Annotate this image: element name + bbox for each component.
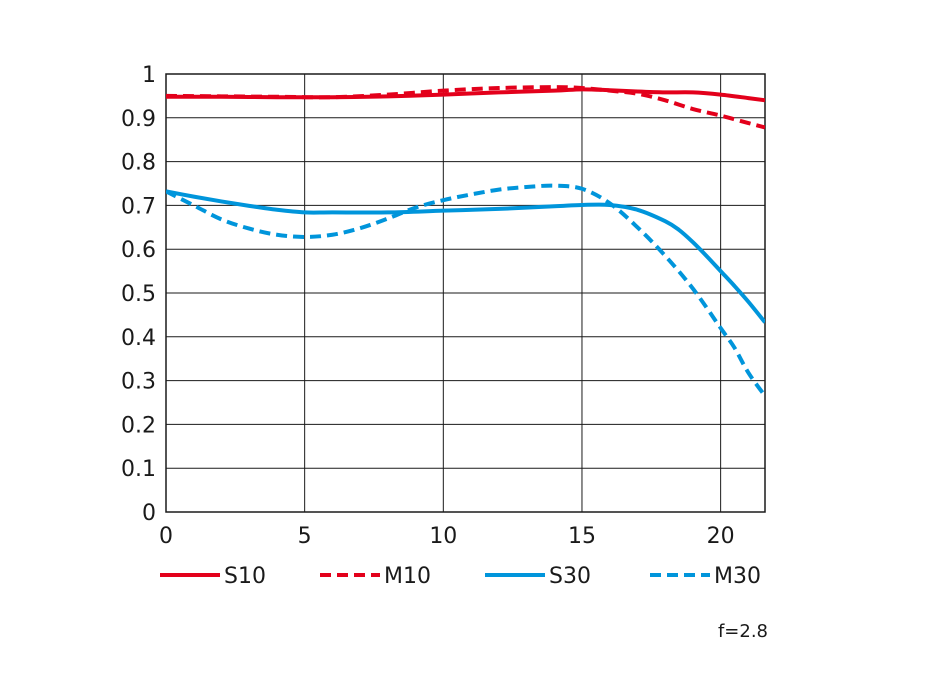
y-tick-label: 0.5 xyxy=(121,282,156,307)
series-line-s30 xyxy=(166,189,765,324)
x-tick-label: 20 xyxy=(707,524,735,549)
y-tick-label: 0.7 xyxy=(121,194,156,219)
y-tick-label: 0.3 xyxy=(121,370,156,395)
legend-label-m10: M10 xyxy=(384,564,431,589)
series-line-m30 xyxy=(166,183,765,398)
legend: S10 M10 S30 M30 xyxy=(160,564,761,589)
x-tick-label: 15 xyxy=(568,524,596,549)
y-tick-label: 0.9 xyxy=(121,107,156,132)
legend-label-s10: S10 xyxy=(224,564,266,589)
y-tick-label: 0 xyxy=(142,501,156,526)
x-tick-label: 10 xyxy=(429,524,457,549)
grid xyxy=(165,73,766,513)
x-tick-label: 5 xyxy=(298,524,312,549)
aperture-annotation: f=2.8 xyxy=(718,621,768,642)
legend-label-m30: M30 xyxy=(714,564,761,589)
series-line-s10 xyxy=(166,87,765,103)
y-tick-label: 0.8 xyxy=(121,151,156,176)
x-tick-label: 0 xyxy=(159,524,173,549)
y-tick-label: 1 xyxy=(142,63,156,88)
plot-frame xyxy=(165,73,766,513)
y-tick-label: 0.6 xyxy=(121,238,156,263)
y-tick-label: 0.4 xyxy=(121,326,156,351)
y-tick-label: 0.1 xyxy=(121,457,156,482)
legend-label-s30: S30 xyxy=(549,564,591,589)
axes: 00.10.20.30.40.50.60.70.80.910 5 10 15 20 xyxy=(121,63,735,549)
y-tick-label: 0.2 xyxy=(121,413,156,438)
series-lines xyxy=(166,85,765,398)
